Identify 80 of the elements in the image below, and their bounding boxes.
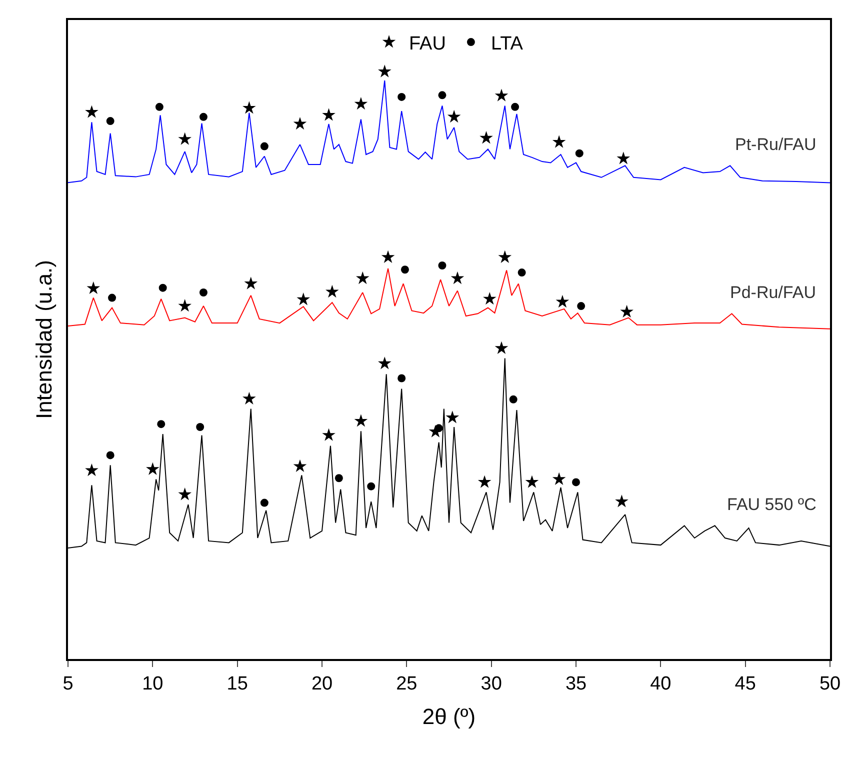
point [616, 152, 630, 164]
point [199, 112, 208, 121]
point [157, 420, 166, 428]
point [620, 304, 634, 318]
point [85, 105, 98, 118]
point [577, 302, 586, 310]
point [494, 88, 508, 102]
point [178, 299, 192, 312]
point [480, 131, 493, 144]
point [450, 271, 464, 284]
point [322, 428, 336, 441]
point [511, 102, 520, 111]
x-tick-label: 45 [734, 674, 756, 695]
point [178, 488, 192, 500]
point [525, 475, 539, 488]
point [326, 284, 339, 298]
point [158, 284, 167, 292]
y-axis-title: Intensidad (u.a.) [32, 260, 57, 419]
point [106, 117, 114, 126]
point [434, 424, 443, 432]
x-tick-label: 20 [311, 674, 333, 695]
point [367, 482, 376, 490]
point [146, 462, 160, 475]
series-label: FAU 550 ºC [727, 495, 816, 514]
x-tick-label: 50 [819, 674, 841, 695]
point [242, 101, 256, 114]
point [572, 478, 580, 486]
point [398, 92, 406, 101]
point [178, 132, 192, 145]
point [438, 262, 446, 270]
x-tick-label: 5 [62, 674, 74, 695]
point [196, 423, 204, 432]
point [378, 356, 392, 370]
point [615, 494, 628, 508]
point [296, 292, 310, 306]
point [354, 414, 368, 427]
x-tick-label: 25 [396, 674, 418, 695]
point [552, 135, 566, 148]
point [293, 116, 307, 130]
series-label: Pt-Ru/FAU [735, 135, 816, 154]
x-tick-label: 10 [142, 674, 164, 695]
x-tick-label: 35 [565, 674, 587, 695]
point [155, 102, 164, 111]
point [556, 294, 570, 308]
point [498, 250, 512, 263]
point [494, 341, 508, 354]
point [378, 64, 392, 78]
point [509, 395, 518, 404]
point [438, 91, 446, 100]
point [108, 294, 116, 302]
point [518, 268, 526, 277]
legend-label: LTA [490, 33, 524, 54]
point [322, 108, 336, 121]
point [552, 472, 566, 485]
x-axis-title: 2θ (º) [422, 704, 476, 729]
point [354, 96, 368, 110]
point [446, 410, 460, 424]
point [381, 250, 395, 263]
point [398, 374, 406, 382]
point [244, 276, 258, 290]
point [106, 451, 114, 460]
point [293, 459, 307, 472]
point [242, 392, 256, 404]
point [447, 110, 461, 123]
point [86, 281, 100, 294]
legend-label: FAU [409, 33, 446, 54]
point [575, 149, 584, 158]
x-tick-label: 40 [650, 674, 672, 695]
x-tick-label: 15 [226, 674, 248, 695]
point [478, 475, 492, 488]
point [400, 266, 409, 274]
series-label: Pd-Ru/FAU [730, 283, 816, 302]
x-tick-label: 30 [480, 674, 502, 695]
point [356, 271, 370, 284]
point [260, 498, 268, 507]
point [260, 142, 268, 150]
point [482, 292, 496, 305]
point [334, 474, 343, 482]
point [85, 463, 98, 476]
point [199, 288, 208, 297]
